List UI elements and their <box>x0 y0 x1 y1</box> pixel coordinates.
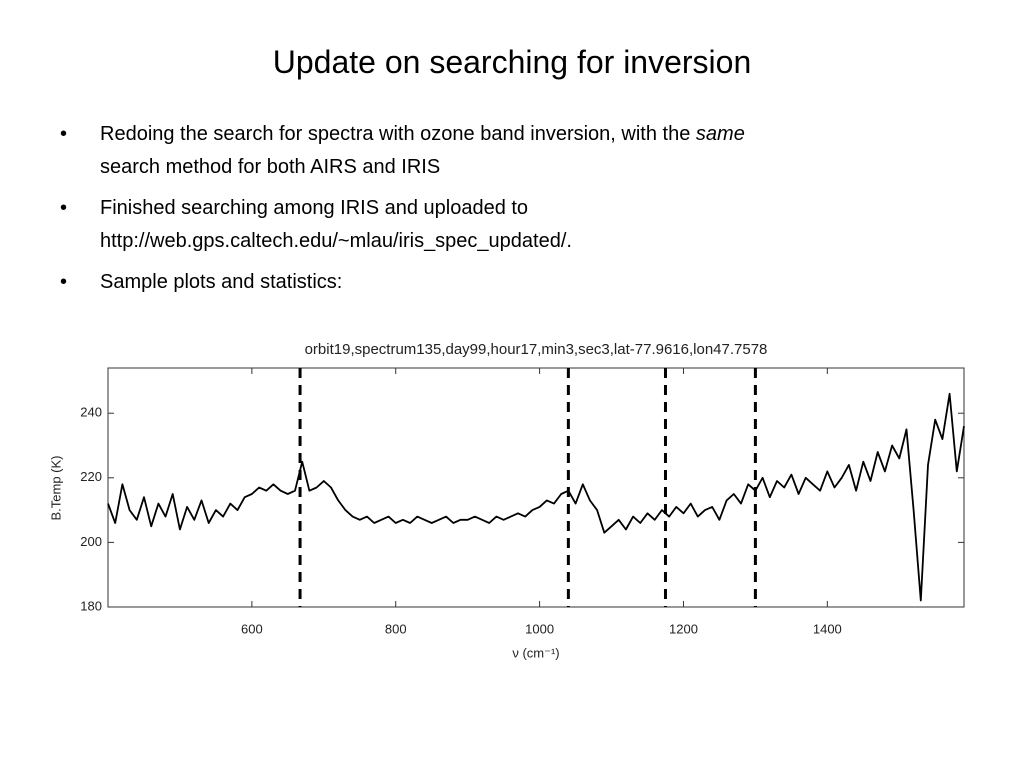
emphasis: same <box>695 123 745 145</box>
x-tick-label: 600 <box>241 621 263 636</box>
spectrum-line <box>107 392 965 602</box>
x-tick-label: 1400 <box>813 621 842 636</box>
plot-frame <box>107 367 965 608</box>
y-tick-label: 200 <box>80 534 102 549</box>
x-tick-label: 1200 <box>669 621 698 636</box>
y-tick-label: 180 <box>80 598 102 613</box>
text: Finished searching among IRIS and upload… <box>100 197 529 219</box>
text: Redoing the search for spectra with ozon… <box>100 123 691 145</box>
text: Sample plots and statistics: <box>100 271 343 293</box>
bullet: Finished searching among IRIS and upload… <box>60 192 980 258</box>
y-tick-label: 220 <box>80 469 102 484</box>
bullet-list: Redoing the search for spectra with ozon… <box>60 118 980 307</box>
chart-title: orbit19,spectrum135,day99,hour17,min3,se… <box>305 341 768 358</box>
text: search method for both AIRS and IRIS <box>100 156 441 178</box>
x-tick-label: 1000 <box>525 621 554 636</box>
url: http://web.gps.caltech.edu/~mlau/iris_sp… <box>100 230 572 252</box>
y-axis-label: B.Temp (K) <box>48 455 63 520</box>
x-axis-label: ν (cm⁻¹) <box>512 645 559 660</box>
bullet: Redoing the search for spectra with ozon… <box>60 118 980 184</box>
bullet: Sample plots and statistics: <box>60 266 980 299</box>
slide-title: Update on searching for inversion <box>272 44 752 80</box>
x-tick-label: 800 <box>385 621 407 636</box>
y-tick-label: 240 <box>80 405 102 420</box>
